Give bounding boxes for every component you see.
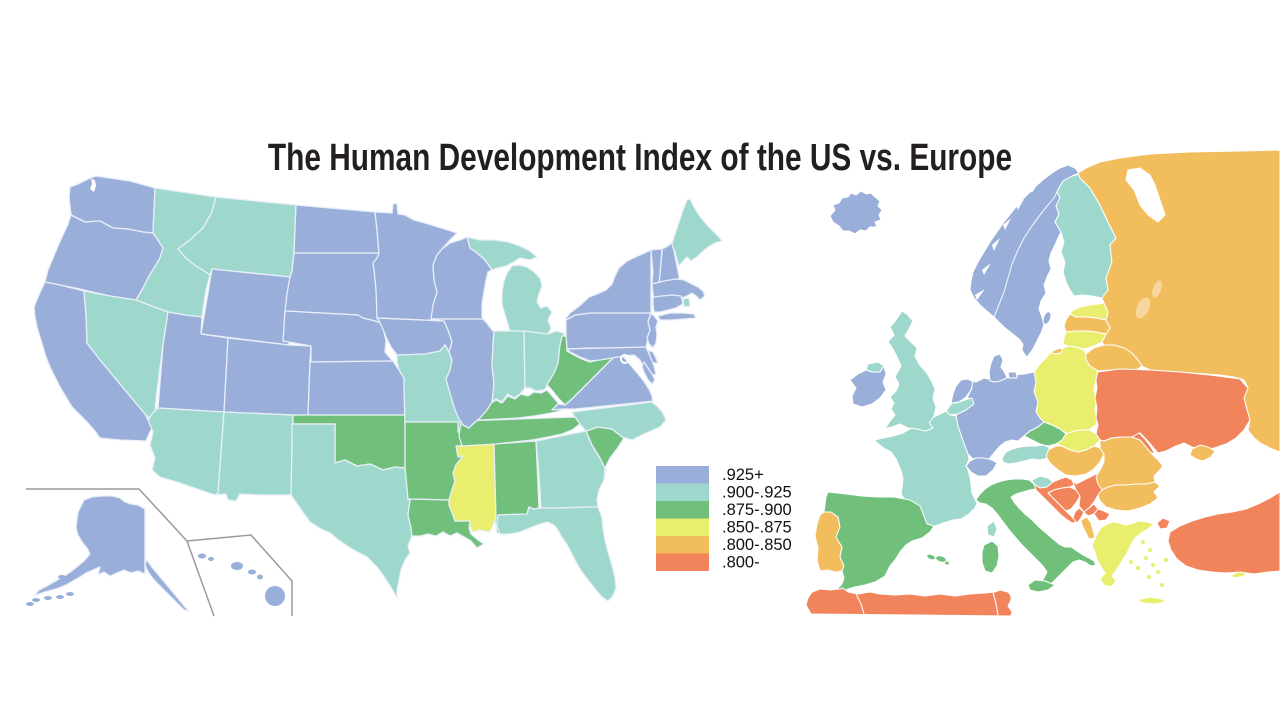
svg-text:.875-.900: .875-.900 [722, 501, 792, 519]
svg-text:The Human Development Index of: The Human Development Index of the US vs… [268, 137, 1012, 179]
svg-text:.850-.875: .850-.875 [722, 519, 792, 537]
svg-text:.925+: .925+ [722, 466, 764, 484]
svg-text:.800-: .800- [722, 554, 760, 572]
svg-text:.800-.850: .800-.850 [722, 536, 792, 554]
svg-text:.900-.925: .900-.925 [722, 484, 792, 502]
